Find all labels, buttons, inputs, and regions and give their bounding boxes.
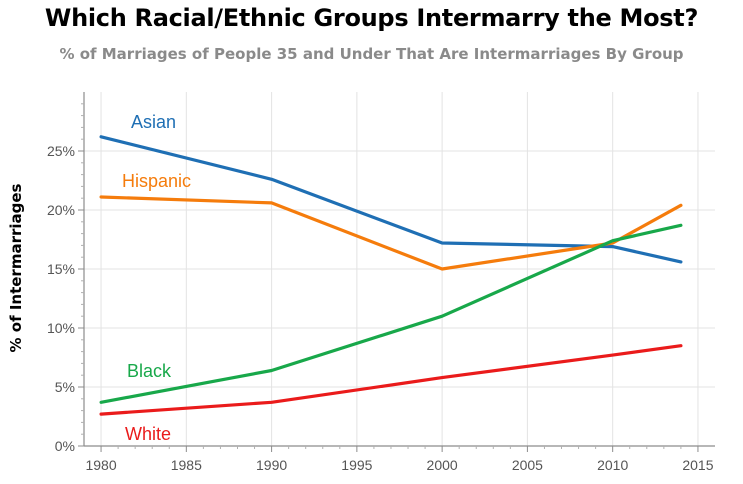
series-line-asian — [99, 135, 683, 264]
y-tick-label-20: 20% — [47, 202, 75, 218]
series-label-hispanic: Hispanic — [122, 171, 191, 191]
chart-title: Which Racial/Ethnic Groups Intermarry th… — [44, 4, 699, 32]
y-tick-label-5: 5% — [55, 379, 75, 395]
y-tick-label-10: 10% — [47, 320, 75, 336]
series-line-hispanic — [99, 195, 683, 271]
x-tick-label-1995: 1995 — [341, 457, 372, 473]
x-tick-label-2015: 2015 — [682, 457, 713, 473]
series-label-white: White — [125, 424, 171, 444]
x-tick-label-2000: 2000 — [427, 457, 458, 473]
y-axis-label: % of Intermarriages — [7, 183, 25, 352]
y-tick-label-15: 15% — [47, 261, 75, 277]
series-lines — [99, 135, 683, 416]
grid-lines — [84, 92, 715, 446]
series-label-asian: Asian — [131, 112, 176, 132]
chart-subtitle: % of Marriages of People 35 and Under Th… — [59, 45, 684, 63]
x-tick-label-2010: 2010 — [597, 457, 628, 473]
x-tick-label-1985: 1985 — [171, 457, 202, 473]
x-tick-label-1990: 1990 — [256, 457, 287, 473]
x-axis-ticks: 1980 1985 1990 1995 2000 2005 2010 2015 — [85, 446, 714, 473]
y-axis-ticks: 0% 5% 10% 15% 20% 25% — [47, 103, 84, 454]
series-label-black: Black — [127, 361, 172, 381]
series-line-white — [99, 344, 683, 416]
series-labels: Asian Hispanic Black White — [122, 112, 191, 444]
series-line-black — [99, 223, 683, 404]
y-tick-label-0: 0% — [55, 438, 75, 454]
x-tick-label-2005: 2005 — [512, 457, 543, 473]
y-tick-label-25: 25% — [47, 143, 75, 159]
x-tick-label-1980: 1980 — [85, 457, 116, 473]
